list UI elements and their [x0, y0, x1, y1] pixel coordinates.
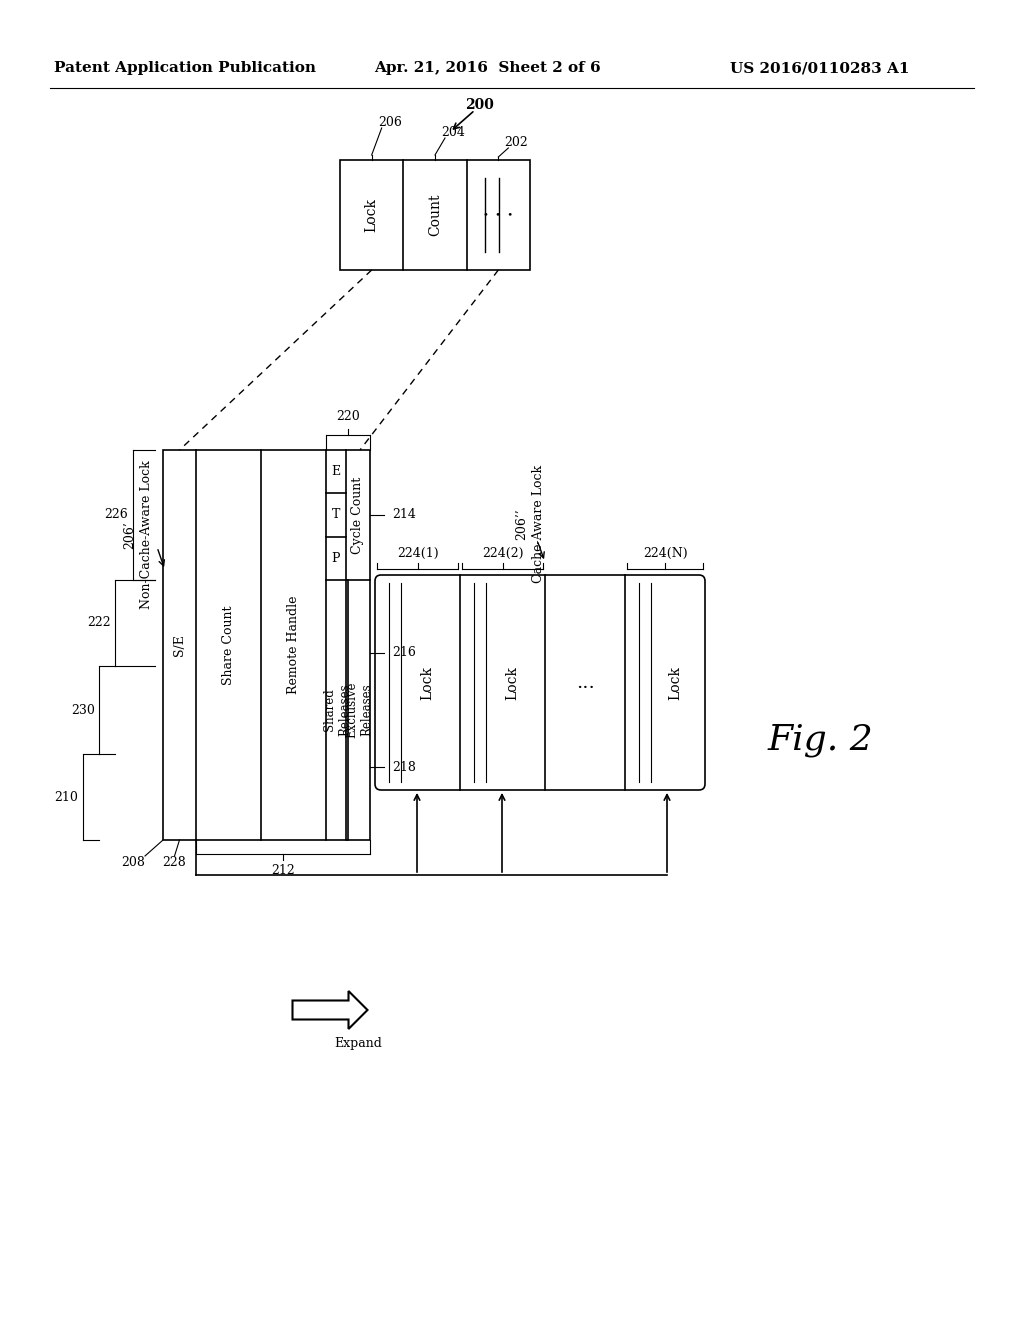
Text: Lock: Lock [668, 665, 682, 700]
Text: 230: 230 [71, 704, 95, 717]
Bar [340, 160, 530, 271]
Text: 206: 206 [378, 116, 401, 128]
Text: Count: Count [428, 194, 442, 236]
Text: Expand: Expand [335, 1038, 382, 1051]
Text: 224(N): 224(N) [643, 546, 687, 560]
Text: 222: 222 [87, 616, 111, 630]
Text: Apr. 21, 2016  Sheet 2 of 6: Apr. 21, 2016 Sheet 2 of 6 [374, 61, 600, 75]
Text: 208: 208 [121, 855, 145, 869]
Text: Fig. 2: Fig. 2 [767, 723, 872, 756]
Text: 218: 218 [392, 760, 416, 774]
Text: 210: 210 [54, 791, 78, 804]
Bar [163, 450, 370, 840]
FancyBboxPatch shape [375, 576, 705, 789]
Text: Share Count: Share Count [222, 606, 234, 685]
Text: S/E: S/E [173, 634, 186, 656]
Text: E: E [332, 465, 341, 478]
Text: 214: 214 [392, 508, 416, 521]
Text: 200: 200 [466, 98, 495, 112]
Text: 226: 226 [104, 508, 128, 521]
Text: 204: 204 [441, 125, 465, 139]
Text: Lock: Lock [506, 665, 519, 700]
Text: 228: 228 [163, 855, 186, 869]
Text: Remote Handle: Remote Handle [287, 595, 300, 694]
Text: 202: 202 [505, 136, 528, 149]
Text: Patent Application Publication: Patent Application Publication [54, 61, 316, 75]
Text: Shared
Releases: Shared Releases [323, 684, 351, 737]
Text: Exclusive
Releases: Exclusive Releases [345, 681, 373, 738]
Text: 206’
Non-Cache-Aware Lock: 206’ Non-Cache-Aware Lock [124, 461, 153, 610]
Text: US 2016/0110283 A1: US 2016/0110283 A1 [730, 61, 909, 75]
Text: ...: ... [575, 673, 594, 692]
Text: •  •  •: • • • [483, 210, 513, 219]
Text: 224(1): 224(1) [396, 546, 438, 560]
Text: Lock: Lock [365, 198, 379, 232]
Text: Lock: Lock [421, 665, 434, 700]
Text: T: T [332, 508, 340, 521]
Text: 206’’
Cache-Aware Lock: 206’’ Cache-Aware Lock [515, 465, 545, 583]
Text: 216: 216 [392, 647, 416, 659]
Text: 224(2): 224(2) [481, 546, 523, 560]
Polygon shape [293, 991, 368, 1030]
Text: P: P [332, 552, 340, 565]
Text: Cycle Count: Cycle Count [351, 477, 365, 553]
Text: 212: 212 [271, 863, 295, 876]
Text: 220: 220 [336, 411, 359, 424]
